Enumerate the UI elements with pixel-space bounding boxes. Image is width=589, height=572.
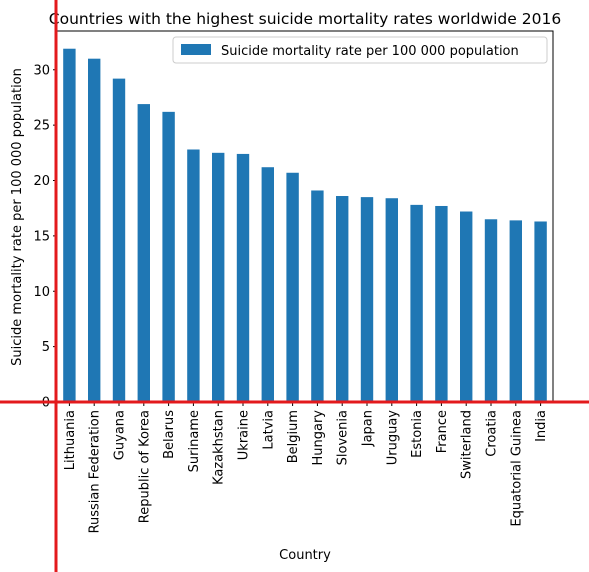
x-tick-label: Kazakhstan bbox=[212, 410, 227, 485]
x-tick-label: Belgium bbox=[286, 410, 301, 463]
x-tick-label: Hungary bbox=[311, 410, 326, 466]
x-axis: Lithuania Russian Federation Guyana Republi… bbox=[63, 402, 549, 533]
x-tick-label: Ukraine bbox=[237, 410, 252, 460]
chart-title: Countries with the highest suicide morta… bbox=[49, 10, 561, 28]
y-tick-label: 15 bbox=[33, 229, 50, 244]
bar-guyana bbox=[112, 78, 126, 402]
x-tick-label: Japan bbox=[361, 410, 376, 447]
y-tick-label: 5 bbox=[42, 340, 50, 355]
x-tick-label: Guyana bbox=[113, 410, 128, 460]
x-tick-label: Republic of Korea bbox=[137, 410, 152, 523]
bar-slovenia bbox=[336, 196, 349, 402]
x-tick-label: India bbox=[534, 410, 549, 442]
legend-box bbox=[172, 36, 548, 64]
y-axis: 051015202530 bbox=[33, 63, 57, 411]
legend-entry: Suicide mortality rate per 100 000 popul… bbox=[221, 44, 519, 59]
bar-india bbox=[534, 221, 547, 402]
bar-hungary bbox=[311, 190, 324, 402]
plot-frame bbox=[56, 30, 554, 403]
y-tick-label: 25 bbox=[33, 119, 50, 134]
x-tick-label: Lithuania bbox=[63, 410, 78, 470]
x-tick-label: France bbox=[435, 410, 450, 453]
legend: Suicide mortality rate per 100 000 popul… bbox=[172, 36, 548, 64]
bar-lithuania bbox=[63, 48, 76, 403]
x-tick-label: Uruguay bbox=[385, 410, 400, 466]
bar-estonia bbox=[410, 204, 423, 402]
y-tick-label: 10 bbox=[33, 285, 50, 300]
x-tick-label: Croatia bbox=[485, 410, 500, 457]
plot-area bbox=[56, 30, 554, 403]
bar-suriname bbox=[187, 149, 200, 402]
x-tick-label: Slovenia bbox=[336, 410, 351, 465]
y-tick-label: 30 bbox=[33, 63, 50, 78]
legend-swatch bbox=[181, 44, 211, 55]
bar-uruguay bbox=[385, 198, 398, 402]
x-tick-label: Belarus bbox=[162, 410, 177, 459]
bars bbox=[63, 48, 547, 403]
bar-belarus bbox=[162, 111, 175, 402]
bar-kazakhstan bbox=[212, 152, 225, 402]
bar-switerland bbox=[460, 211, 473, 402]
x-axis-title: Country bbox=[279, 548, 331, 563]
y-tick-label: 20 bbox=[33, 174, 50, 189]
bar-equatorial-guinea bbox=[509, 220, 522, 402]
x-tick-label: Equatorial Guinea bbox=[509, 410, 524, 527]
x-tick-label: Latvia bbox=[261, 410, 276, 450]
x-tick-label: Russian Federation bbox=[88, 410, 103, 533]
bar-russian-federation bbox=[88, 58, 101, 403]
bar-france bbox=[435, 205, 448, 402]
bar-japan bbox=[360, 197, 374, 402]
x-tick-label: Suriname bbox=[187, 410, 202, 472]
bar-latvia bbox=[261, 167, 274, 402]
x-tick-label: Estonia bbox=[410, 410, 425, 458]
bar-belgium bbox=[286, 172, 299, 402]
y-axis-title: Suicide mortality rate per 100 000 popul… bbox=[10, 68, 25, 366]
bar-republic-of-korea bbox=[137, 104, 150, 403]
bar-croatia bbox=[484, 219, 498, 402]
x-tick-label: Switerland bbox=[460, 410, 475, 479]
bar-ukraine bbox=[236, 153, 250, 402]
